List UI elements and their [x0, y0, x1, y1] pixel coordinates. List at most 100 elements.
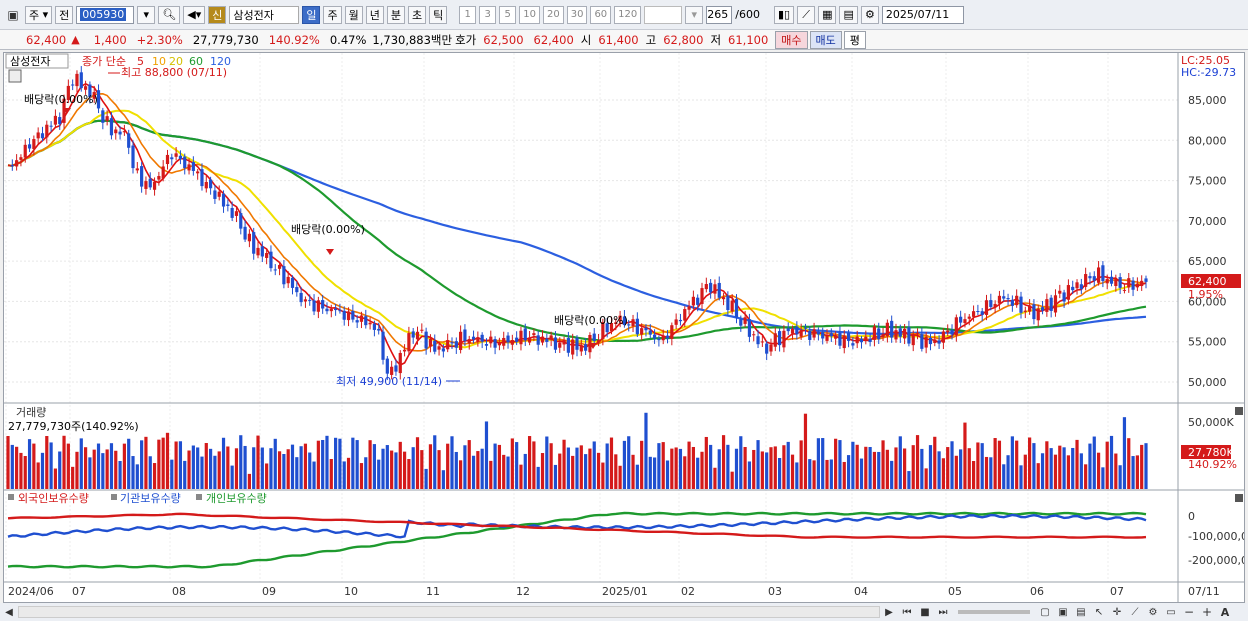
holdings-ytick-2: -200,000,0	[1188, 554, 1244, 567]
ma5-legend: 5	[137, 55, 144, 68]
layout-icon-3[interactable]: ▤	[1076, 606, 1086, 618]
trading-amount: 1,730,883백만	[372, 32, 453, 47]
settings-small-icon[interactable]: ⚙	[1148, 606, 1158, 618]
price-ytick: 65,000	[1188, 255, 1227, 268]
buy-button[interactable]: 매수	[775, 30, 808, 49]
chart-settings-icon[interactable]: ▦	[818, 5, 837, 24]
period-week-tab[interactable]: 주	[323, 5, 342, 24]
forward-icon[interactable]: ⏭	[938, 606, 948, 618]
up-arrow-icon: ▲	[71, 33, 80, 46]
open-label: 시	[580, 32, 592, 47]
low-annotation: 최저 49,900 (11/14)	[336, 375, 442, 388]
zoom-slider[interactable]	[958, 610, 1030, 614]
current-price-tag-bg	[1181, 274, 1241, 288]
candle-type-icon[interactable]: ▮▯	[773, 5, 795, 24]
period-day-tab[interactable]: 일	[302, 5, 321, 24]
x-axis-label: 08	[172, 585, 186, 598]
zoom-out-icon[interactable]: −	[1183, 605, 1195, 619]
period-year-tab[interactable]: 년	[365, 5, 384, 24]
stock-name-field: 삼성전자	[229, 5, 300, 24]
layout-icon-2[interactable]: ▣	[1058, 606, 1068, 618]
custom-interval-input[interactable]	[644, 5, 683, 24]
rewind-icon[interactable]: ⏮	[902, 606, 912, 618]
chart-area[interactable]: 삼성전자 종가 단순 5 10 20 60 120 최고 88,800 (07/…	[3, 52, 1248, 603]
ma10-legend: 10	[152, 55, 166, 68]
hc-label: HC:-29.73	[1181, 66, 1236, 79]
dividend-label-3: 배당락(0.00%)	[554, 314, 628, 327]
interval-30-button[interactable]: 30	[566, 5, 588, 24]
interval-dropdown-button[interactable]: ▾	[685, 5, 704, 24]
search-icon[interactable]: 🔍︎	[158, 5, 181, 24]
chart-canvas[interactable]: 삼성전자 종가 단순 5 10 20 60 120 최고 88,800 (07/…	[4, 53, 1248, 602]
volume-ytick: 50,000K	[1188, 416, 1234, 429]
period-tick-tab[interactable]: 틱	[429, 5, 448, 24]
volume-value: 27,779,730	[192, 32, 259, 47]
x-axis-right-label: 07/11	[1188, 585, 1220, 598]
new-badge[interactable]: 신	[208, 5, 227, 24]
prev-button[interactable]: 전	[55, 5, 74, 24]
window-icon[interactable]: ▣	[7, 7, 19, 22]
low-price: 61,100	[728, 32, 769, 47]
interval-3-button[interactable]: 3	[479, 5, 497, 24]
grid-toggle-icon[interactable]	[8, 69, 22, 83]
x-axis-label: 04	[854, 585, 868, 598]
x-axis-label: 02	[681, 585, 695, 598]
stop-icon[interactable]: ■	[920, 606, 930, 618]
x-axis-label: 2024/06	[8, 585, 54, 598]
count-input[interactable]: 265	[706, 5, 733, 24]
layout-icon-1[interactable]: ▢	[1040, 606, 1050, 618]
zoom-in-icon[interactable]: +	[1201, 605, 1213, 619]
date-input[interactable]: 2025/07/11	[881, 5, 964, 24]
holdings-panel-close-icon[interactable]	[1235, 494, 1243, 502]
volume-panel-close-icon[interactable]	[1235, 407, 1243, 415]
low-label: 저	[710, 32, 722, 47]
high-price: 62,800	[663, 32, 704, 47]
bottom-toolbar: ◀ ▶ ⏮ ■ ⏭ ▢ ▣ ▤ ↖ ✛ ⟋ ⚙ ▭ − + A	[0, 603, 1248, 621]
foreign-holdings-legend: 외국인보유수량	[18, 492, 89, 505]
code-dropdown-button[interactable]: ▾	[137, 5, 156, 24]
interval-120-button[interactable]: 120	[614, 5, 642, 24]
crosshair-icon[interactable]: ✛	[1112, 606, 1122, 618]
price-ytick: 70,000	[1188, 215, 1227, 228]
interval-1-button[interactable]: 1	[459, 5, 477, 24]
stock-name-label: 삼성전자	[10, 55, 50, 68]
period-month-tab[interactable]: 월	[344, 5, 363, 24]
ma20-legend: 20	[169, 55, 183, 68]
print-icon[interactable]: ▭	[1166, 606, 1176, 618]
gear-icon[interactable]: ⚙	[860, 5, 879, 24]
cursor-tool-icon[interactable]: ↖	[1094, 606, 1104, 618]
draw-tool-icon[interactable]: ⟋	[797, 5, 816, 24]
interval-5-button[interactable]: 5	[499, 5, 517, 24]
price-ytick: 50,000	[1188, 376, 1227, 389]
market-selector[interactable]: 주 ▾	[25, 5, 53, 24]
font-size-icon[interactable]: A	[1220, 605, 1230, 619]
individual-holdings-legend: 개인보유수량	[206, 492, 267, 505]
toolbar: ▣ 주 ▾ 전 005930 ▾ 🔍︎ ◀︎▾ 신 삼성전자 일 주 월 년 분…	[0, 0, 1248, 30]
period-minute-tab[interactable]: 분	[386, 5, 405, 24]
current-price: 62,400	[26, 32, 67, 47]
interval-10-button[interactable]: 10	[519, 5, 540, 24]
x-axis-label: 2025/01	[602, 585, 648, 598]
interval-60-button[interactable]: 60	[590, 5, 612, 24]
scroll-right-icon[interactable]: ▶	[885, 606, 893, 618]
draw-line-icon[interactable]: ⟋	[1131, 606, 1139, 618]
stock-code-input[interactable]: 005930	[76, 5, 135, 24]
horizontal-scrollbar[interactable]	[18, 606, 880, 618]
current-pct-tag: 1.95%	[1188, 288, 1223, 301]
sell-button[interactable]: 매도	[809, 30, 842, 49]
ma120-legend: 120	[210, 55, 231, 68]
x-axis-label: 12	[516, 585, 530, 598]
speaker-icon[interactable]: ◀︎▾	[183, 5, 206, 24]
save-icon[interactable]: ▤	[839, 5, 858, 24]
period-second-tab[interactable]: 초	[407, 5, 427, 24]
x-axis-label: 07	[1110, 585, 1124, 598]
x-axis-label: 06	[1030, 585, 1044, 598]
price-change: 1,400	[93, 32, 127, 47]
grid-lines	[4, 53, 1178, 582]
volume-title: 거래량	[16, 406, 46, 419]
turnover-rate: 0.47%	[329, 32, 367, 47]
interval-20-button[interactable]: 20	[542, 5, 564, 24]
holdings-lines	[7, 511, 1147, 569]
scroll-left-icon[interactable]: ◀	[5, 606, 13, 618]
average-button[interactable]: 평	[843, 30, 866, 49]
